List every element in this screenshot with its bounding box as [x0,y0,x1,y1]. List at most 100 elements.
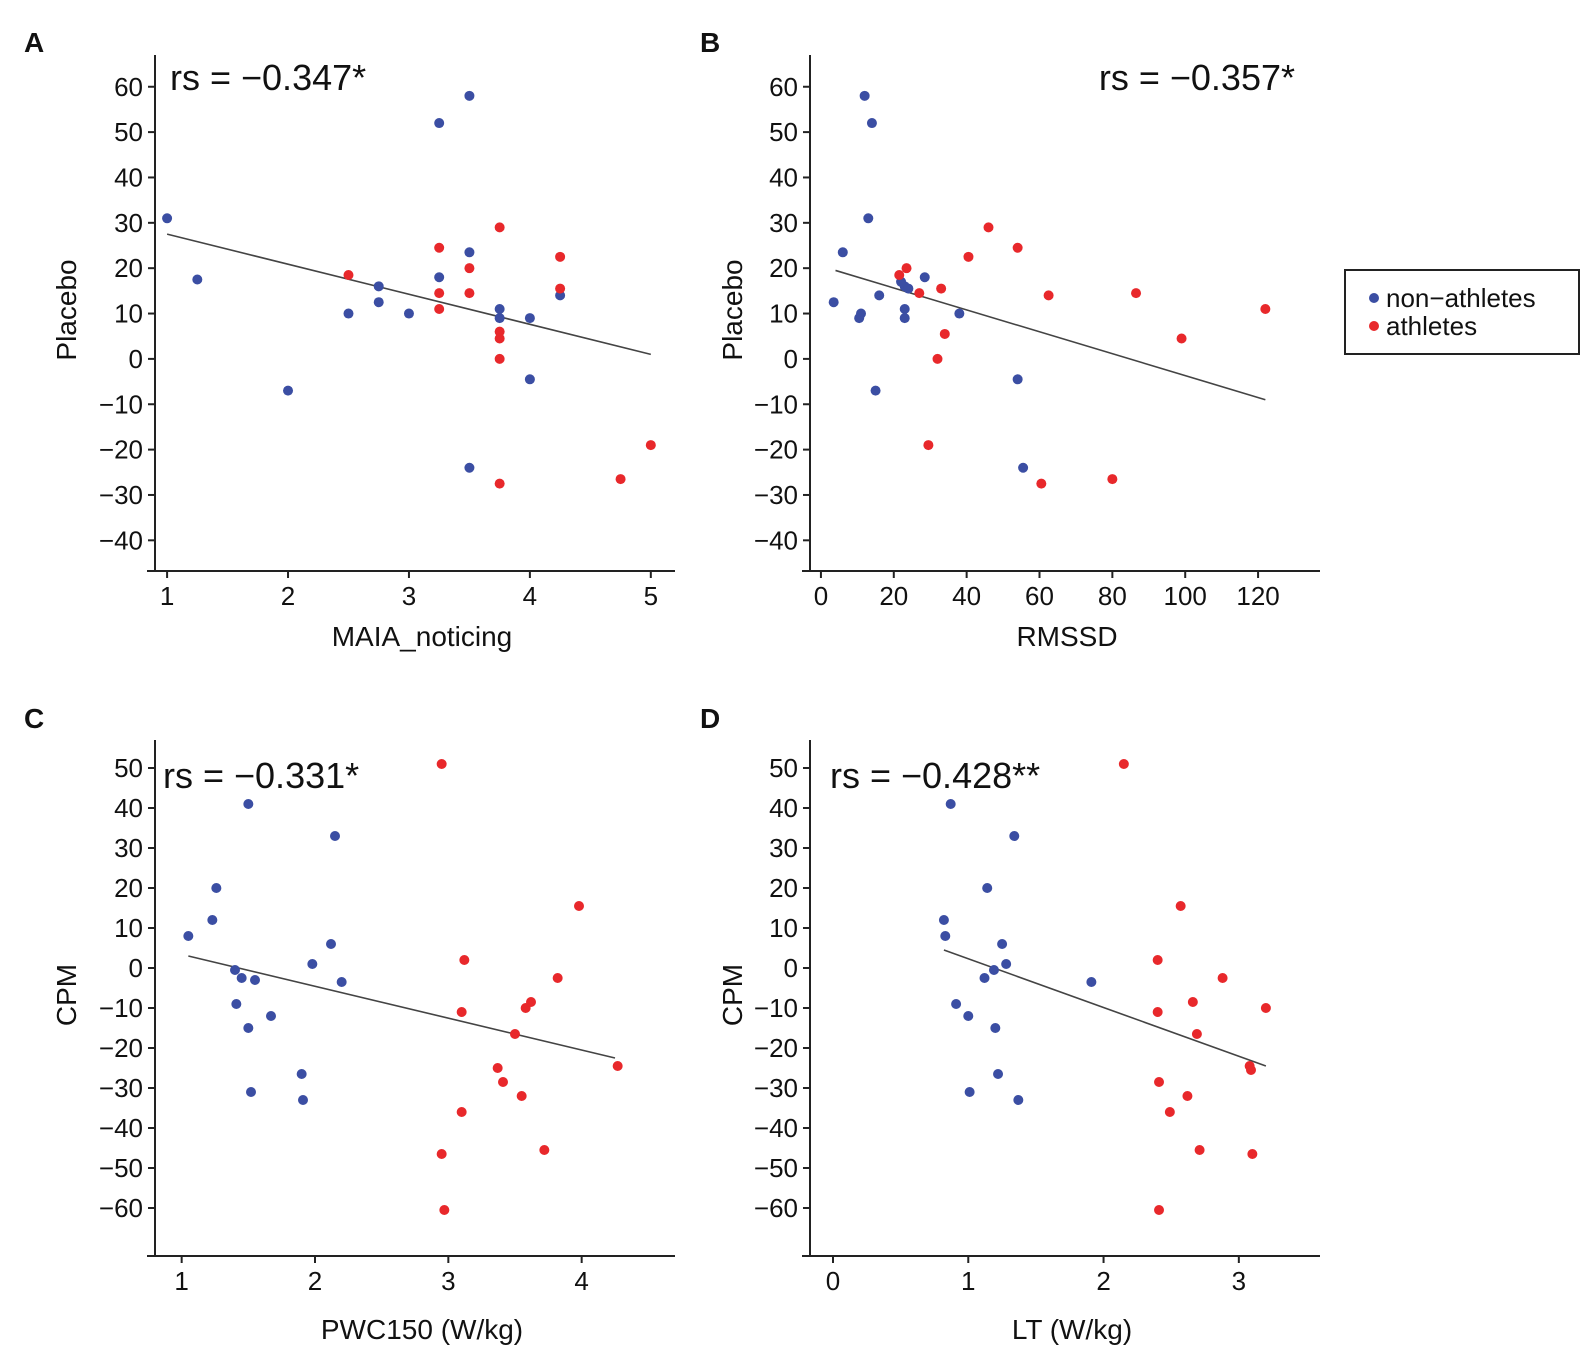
y-axis-title-c: CPM [51,964,82,1026]
point-non-athlete-c [246,1087,256,1097]
point-non-athlete-a [434,272,445,283]
y-tick-label-b: 50 [769,117,798,147]
x-tick-label-c: 4 [574,1266,588,1296]
point-athlete-b [1176,333,1187,344]
correlation-annotation-b: rs = −0.357* [1099,57,1295,98]
point-non-athlete-d [964,1087,975,1097]
y-tick-label-c: −40 [99,1113,143,1143]
point-athlete-d [1118,759,1129,769]
point-athlete-d [1217,973,1228,983]
point-athlete-b [939,328,950,339]
point-non-athlete-c [243,1023,254,1033]
point-non-athlete-a [464,247,475,258]
point-athlete-b [1107,474,1118,485]
point-non-athlete-c [183,931,194,941]
x-tick-label-b: 20 [879,581,908,611]
point-athlete-b [901,263,912,274]
point-athlete-c [612,1061,623,1071]
point-non-athlete-d [963,1011,974,1021]
point-athlete-d [1246,1065,1257,1075]
y-tick-label-b: 0 [784,344,798,374]
point-athlete-d [1182,1091,1193,1101]
correlation-annotation-a: rs = −0.347* [170,57,366,98]
point-non-athlete-d [1001,959,1012,969]
point-non-athlete-b [828,297,839,308]
y-tick-label-c: −20 [99,1033,143,1063]
x-tick-label-a: 1 [160,581,174,611]
x-tick-label-a: 4 [523,581,537,611]
y-tick-label-c: 10 [114,913,143,943]
point-athlete-b [914,288,925,299]
y-tick-label-a: −10 [99,389,143,419]
point-non-athlete-b [874,290,885,301]
point-athlete-a [464,263,475,274]
y-tick-label-a: 10 [114,299,143,329]
point-non-athlete-c [243,799,254,809]
x-tick-label-c: 1 [174,1266,188,1296]
x-tick-label-b: 100 [1164,581,1207,611]
x-tick-label-a: 5 [644,581,658,611]
point-non-athlete-d [988,965,999,975]
point-non-athlete-d [993,1069,1004,1079]
point-athlete-a [494,222,505,233]
point-non-athlete-a [434,118,445,129]
regression-line-a [166,233,652,356]
point-athlete-c [526,997,536,1007]
y-tick-label-d: 40 [769,793,798,823]
point-athlete-b [1131,288,1142,299]
point-non-athlete-a [283,385,294,396]
x-tick-label-d: 2 [1096,1266,1110,1296]
point-athlete-d [1191,1029,1202,1039]
point-athlete-c [436,759,447,769]
point-non-athlete-d [997,939,1008,949]
y-tick-label-a: −30 [99,480,143,510]
point-athlete-d [1175,901,1186,911]
point-athlete-a [434,242,445,253]
panel-letter-a: A [24,27,44,58]
point-non-athlete-c [336,977,347,987]
point-athlete-b [932,353,943,364]
y-tick-label-b: 40 [769,162,798,192]
point-non-athlete-a [373,281,384,292]
x-tick-label-b: 120 [1236,581,1279,611]
point-non-athlete-b [899,304,910,314]
y-tick-label-a: −20 [99,435,143,465]
point-non-athlete-d [1013,1095,1024,1105]
y-tick-label-d: −10 [754,993,798,1023]
point-non-athlete-a [373,297,384,308]
x-axis-title-d: LT (W/kg) [1012,1314,1132,1345]
point-non-athlete-b [903,283,914,294]
point-non-athlete-a [524,313,535,324]
point-non-athlete-d [938,915,949,925]
point-athlete-d [1187,997,1198,1007]
y-tick-label-d: 20 [769,873,798,903]
point-athlete-b [1012,242,1023,253]
point-non-athlete-d [951,999,962,1009]
y-tick-label-c: −30 [99,1073,143,1103]
x-tick-label-d: 0 [826,1266,840,1296]
point-athlete-d [1164,1107,1175,1117]
point-athlete-a [434,304,445,314]
y-tick-label-c: 0 [129,953,143,983]
panel-letter-c: C [24,703,44,734]
regression-line-c [188,955,616,1059]
point-non-athlete-d [1009,831,1020,841]
y-tick-label-c: 20 [114,873,143,903]
x-tick-label-c: 2 [308,1266,322,1296]
panel-c: C rs = −0.331* PWC150 (W/kg) CPM 5040302… [24,703,675,1345]
correlation-annotation-c: rs = −0.331* [163,755,359,796]
y-tick-label-c: −10 [99,993,143,1023]
x-axis-title-c: PWC150 (W/kg) [321,1314,523,1345]
point-non-athlete-c [326,939,336,949]
legend-label-non-athletes: non−athletes [1386,283,1536,313]
x-tick-label-d: 1 [961,1266,975,1296]
point-non-athlete-a [464,90,475,101]
y-tick-label-d: −50 [754,1153,798,1183]
y-tick-label-d: −60 [754,1193,798,1223]
point-athlete-c [459,955,470,965]
y-tick-label-a: 20 [114,253,143,283]
x-tick-label-c: 3 [441,1266,455,1296]
point-non-athlete-c [298,1095,308,1105]
point-athlete-a [555,251,566,262]
y-tick-label-d: −40 [754,1113,798,1143]
